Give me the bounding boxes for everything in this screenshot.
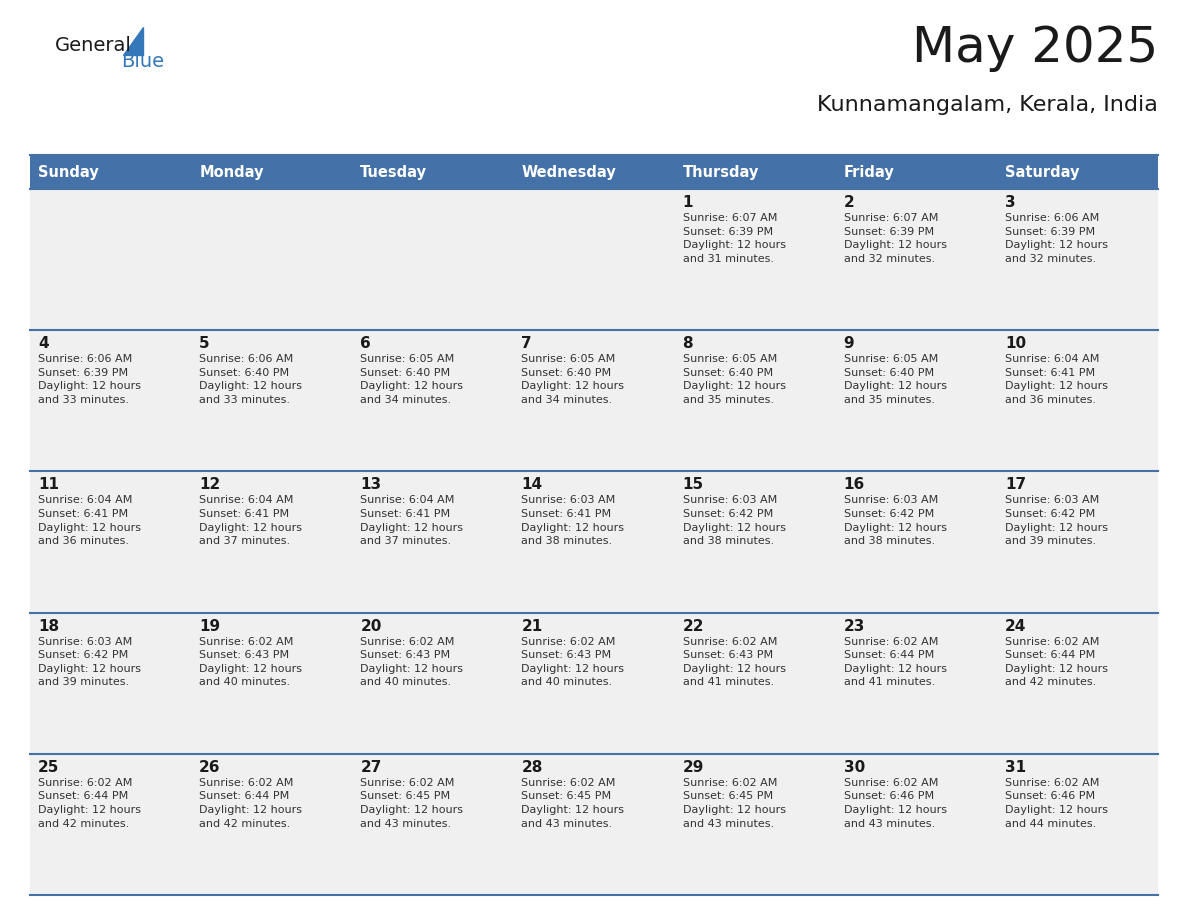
Text: 22: 22 — [683, 619, 704, 633]
Text: Thursday: Thursday — [683, 164, 759, 180]
Text: Monday: Monday — [200, 164, 264, 180]
Text: 7: 7 — [522, 336, 532, 352]
Text: Sunrise: 6:06 AM
Sunset: 6:39 PM
Daylight: 12 hours
and 32 minutes.: Sunrise: 6:06 AM Sunset: 6:39 PM Dayligh… — [1005, 213, 1108, 263]
Text: Sunrise: 6:05 AM
Sunset: 6:40 PM
Daylight: 12 hours
and 34 minutes.: Sunrise: 6:05 AM Sunset: 6:40 PM Dayligh… — [522, 354, 625, 405]
Text: Sunrise: 6:06 AM
Sunset: 6:40 PM
Daylight: 12 hours
and 33 minutes.: Sunrise: 6:06 AM Sunset: 6:40 PM Dayligh… — [200, 354, 302, 405]
Text: 18: 18 — [38, 619, 59, 633]
Text: 16: 16 — [843, 477, 865, 492]
Text: Sunrise: 6:02 AM
Sunset: 6:44 PM
Daylight: 12 hours
and 42 minutes.: Sunrise: 6:02 AM Sunset: 6:44 PM Dayligh… — [38, 778, 141, 829]
Polygon shape — [124, 27, 143, 55]
Text: Sunrise: 6:04 AM
Sunset: 6:41 PM
Daylight: 12 hours
and 36 minutes.: Sunrise: 6:04 AM Sunset: 6:41 PM Dayligh… — [38, 496, 141, 546]
Text: Sunrise: 6:02 AM
Sunset: 6:45 PM
Daylight: 12 hours
and 43 minutes.: Sunrise: 6:02 AM Sunset: 6:45 PM Dayligh… — [360, 778, 463, 829]
Text: 4: 4 — [38, 336, 49, 352]
Text: Sunrise: 6:04 AM
Sunset: 6:41 PM
Daylight: 12 hours
and 37 minutes.: Sunrise: 6:04 AM Sunset: 6:41 PM Dayligh… — [360, 496, 463, 546]
Text: Sunrise: 6:02 AM
Sunset: 6:43 PM
Daylight: 12 hours
and 40 minutes.: Sunrise: 6:02 AM Sunset: 6:43 PM Dayligh… — [522, 636, 625, 688]
Text: Sunrise: 6:02 AM
Sunset: 6:46 PM
Daylight: 12 hours
and 44 minutes.: Sunrise: 6:02 AM Sunset: 6:46 PM Dayligh… — [1005, 778, 1108, 829]
Text: 13: 13 — [360, 477, 381, 492]
Text: 24: 24 — [1005, 619, 1026, 633]
Text: Sunrise: 6:02 AM
Sunset: 6:43 PM
Daylight: 12 hours
and 41 minutes.: Sunrise: 6:02 AM Sunset: 6:43 PM Dayligh… — [683, 636, 785, 688]
Text: Blue: Blue — [121, 52, 164, 71]
Bar — [30, 612, 1158, 754]
Text: 2: 2 — [843, 195, 854, 210]
Text: Sunrise: 6:04 AM
Sunset: 6:41 PM
Daylight: 12 hours
and 37 minutes.: Sunrise: 6:04 AM Sunset: 6:41 PM Dayligh… — [200, 496, 302, 546]
Text: Sunrise: 6:02 AM
Sunset: 6:43 PM
Daylight: 12 hours
and 40 minutes.: Sunrise: 6:02 AM Sunset: 6:43 PM Dayligh… — [200, 636, 302, 688]
Text: Sunrise: 6:02 AM
Sunset: 6:44 PM
Daylight: 12 hours
and 42 minutes.: Sunrise: 6:02 AM Sunset: 6:44 PM Dayligh… — [200, 778, 302, 829]
Text: Kunnamangalam, Kerala, India: Kunnamangalam, Kerala, India — [817, 95, 1158, 115]
Text: Sunrise: 6:05 AM
Sunset: 6:40 PM
Daylight: 12 hours
and 35 minutes.: Sunrise: 6:05 AM Sunset: 6:40 PM Dayligh… — [843, 354, 947, 405]
Text: 20: 20 — [360, 619, 381, 633]
Text: 21: 21 — [522, 619, 543, 633]
Text: Sunday: Sunday — [38, 164, 99, 180]
Text: Sunrise: 6:03 AM
Sunset: 6:42 PM
Daylight: 12 hours
and 38 minutes.: Sunrise: 6:03 AM Sunset: 6:42 PM Dayligh… — [843, 496, 947, 546]
Text: 11: 11 — [38, 477, 59, 492]
Text: 26: 26 — [200, 760, 221, 775]
Text: 17: 17 — [1005, 477, 1026, 492]
Text: 27: 27 — [360, 760, 381, 775]
Text: 15: 15 — [683, 477, 703, 492]
Text: General: General — [55, 36, 132, 55]
Text: Sunrise: 6:03 AM
Sunset: 6:42 PM
Daylight: 12 hours
and 38 minutes.: Sunrise: 6:03 AM Sunset: 6:42 PM Dayligh… — [683, 496, 785, 546]
Text: Sunrise: 6:02 AM
Sunset: 6:44 PM
Daylight: 12 hours
and 42 minutes.: Sunrise: 6:02 AM Sunset: 6:44 PM Dayligh… — [1005, 636, 1108, 688]
Text: Tuesday: Tuesday — [360, 164, 428, 180]
Text: 1: 1 — [683, 195, 693, 210]
Text: Sunrise: 6:03 AM
Sunset: 6:41 PM
Daylight: 12 hours
and 38 minutes.: Sunrise: 6:03 AM Sunset: 6:41 PM Dayligh… — [522, 496, 625, 546]
Bar — [30, 472, 1158, 612]
Text: 19: 19 — [200, 619, 220, 633]
Bar — [30, 155, 1158, 189]
Text: Sunrise: 6:05 AM
Sunset: 6:40 PM
Daylight: 12 hours
and 35 minutes.: Sunrise: 6:05 AM Sunset: 6:40 PM Dayligh… — [683, 354, 785, 405]
Text: 30: 30 — [843, 760, 865, 775]
Text: Sunrise: 6:02 AM
Sunset: 6:45 PM
Daylight: 12 hours
and 43 minutes.: Sunrise: 6:02 AM Sunset: 6:45 PM Dayligh… — [683, 778, 785, 829]
Text: May 2025: May 2025 — [911, 24, 1158, 72]
Text: Friday: Friday — [843, 164, 895, 180]
Text: 6: 6 — [360, 336, 371, 352]
Text: Sunrise: 6:05 AM
Sunset: 6:40 PM
Daylight: 12 hours
and 34 minutes.: Sunrise: 6:05 AM Sunset: 6:40 PM Dayligh… — [360, 354, 463, 405]
Text: 5: 5 — [200, 336, 210, 352]
Text: 14: 14 — [522, 477, 543, 492]
Bar — [30, 189, 1158, 330]
Text: 28: 28 — [522, 760, 543, 775]
Text: 23: 23 — [843, 619, 865, 633]
Text: 31: 31 — [1005, 760, 1026, 775]
Text: 10: 10 — [1005, 336, 1026, 352]
Text: Sunrise: 6:03 AM
Sunset: 6:42 PM
Daylight: 12 hours
and 39 minutes.: Sunrise: 6:03 AM Sunset: 6:42 PM Dayligh… — [1005, 496, 1108, 546]
Text: 12: 12 — [200, 477, 221, 492]
Bar — [30, 330, 1158, 472]
Text: Sunrise: 6:02 AM
Sunset: 6:44 PM
Daylight: 12 hours
and 41 minutes.: Sunrise: 6:02 AM Sunset: 6:44 PM Dayligh… — [843, 636, 947, 688]
Text: Sunrise: 6:07 AM
Sunset: 6:39 PM
Daylight: 12 hours
and 31 minutes.: Sunrise: 6:07 AM Sunset: 6:39 PM Dayligh… — [683, 213, 785, 263]
Text: Sunrise: 6:07 AM
Sunset: 6:39 PM
Daylight: 12 hours
and 32 minutes.: Sunrise: 6:07 AM Sunset: 6:39 PM Dayligh… — [843, 213, 947, 263]
Text: 9: 9 — [843, 336, 854, 352]
Text: Sunrise: 6:03 AM
Sunset: 6:42 PM
Daylight: 12 hours
and 39 minutes.: Sunrise: 6:03 AM Sunset: 6:42 PM Dayligh… — [38, 636, 141, 688]
Text: Sunrise: 6:02 AM
Sunset: 6:45 PM
Daylight: 12 hours
and 43 minutes.: Sunrise: 6:02 AM Sunset: 6:45 PM Dayligh… — [522, 778, 625, 829]
Text: 25: 25 — [38, 760, 59, 775]
Text: Sunrise: 6:04 AM
Sunset: 6:41 PM
Daylight: 12 hours
and 36 minutes.: Sunrise: 6:04 AM Sunset: 6:41 PM Dayligh… — [1005, 354, 1108, 405]
Text: Saturday: Saturday — [1005, 164, 1080, 180]
Text: Wednesday: Wednesday — [522, 164, 617, 180]
Text: 3: 3 — [1005, 195, 1016, 210]
Text: Sunrise: 6:02 AM
Sunset: 6:43 PM
Daylight: 12 hours
and 40 minutes.: Sunrise: 6:02 AM Sunset: 6:43 PM Dayligh… — [360, 636, 463, 688]
Text: 8: 8 — [683, 336, 693, 352]
Text: 29: 29 — [683, 760, 704, 775]
Text: Sunrise: 6:02 AM
Sunset: 6:46 PM
Daylight: 12 hours
and 43 minutes.: Sunrise: 6:02 AM Sunset: 6:46 PM Dayligh… — [843, 778, 947, 829]
Bar — [30, 754, 1158, 895]
Text: Sunrise: 6:06 AM
Sunset: 6:39 PM
Daylight: 12 hours
and 33 minutes.: Sunrise: 6:06 AM Sunset: 6:39 PM Dayligh… — [38, 354, 141, 405]
